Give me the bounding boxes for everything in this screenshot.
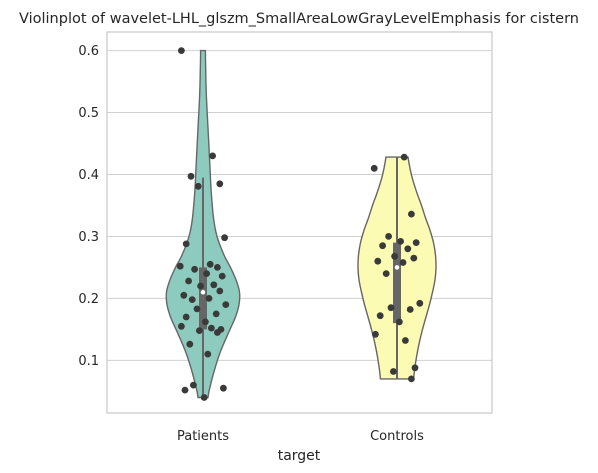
y-tick-label: 0.2 [78,292,99,307]
data-point [391,252,398,260]
x-tick-label: Controls [370,429,424,444]
data-point [376,312,384,320]
data-point [372,330,379,338]
x-tick-label: Patients [177,429,229,444]
data-point [216,180,224,188]
data-point [178,47,185,54]
plot-frame [106,31,493,414]
data-point [193,305,201,313]
data-point [410,254,418,262]
data-point [221,234,229,242]
data-point [216,287,224,295]
data-point [220,384,227,392]
x-tick-labels: Patients Controls [177,429,424,444]
chart-title: Violinplot of wavelet-LHL_glszm_SmallAre… [19,11,579,27]
data-point [382,270,390,277]
data-point [200,394,208,401]
iqr-box [199,267,207,330]
data-point [203,270,211,277]
data-point [416,299,424,307]
data-point [188,296,196,303]
data-point [196,327,203,334]
iqr-box [393,242,401,324]
y-tick-label: 0.1 [78,354,99,369]
data-point [182,313,190,321]
data-point [181,386,189,394]
data-point [408,210,415,218]
data-point [186,340,194,348]
grid-lines [106,31,493,414]
data-point [176,262,184,270]
data-point [202,318,209,326]
violins [165,47,437,401]
data-point [210,281,218,289]
y-tick-label: 0.3 [78,230,99,245]
data-point [406,306,414,313]
data-point [209,152,217,160]
data-point [180,291,188,299]
data-point [197,282,205,290]
data-point [190,381,197,389]
data-point [214,264,221,271]
data-point [400,153,408,161]
data-point [218,272,226,280]
data-point [387,304,395,312]
data-point [374,257,382,265]
data-point [208,324,215,332]
data-point [182,240,190,248]
data-point [194,182,202,190]
x-axis-label: target [278,448,321,464]
data-point [379,242,386,250]
data-point [222,301,230,308]
data-point [206,260,214,268]
data-point [396,318,403,326]
y-tick-label: 0.4 [78,168,99,183]
y-tick-label: 0.5 [78,106,99,121]
median-marker [200,289,206,295]
data-point [212,310,220,318]
data-point [402,337,409,344]
data-point [385,233,392,240]
data-point [390,368,397,375]
data-point [397,238,404,245]
data-point [370,164,378,172]
data-point [404,245,412,253]
data-point [185,277,193,285]
data-point [411,364,419,372]
y-tick-labels: 0.1 0.2 0.3 0.4 0.5 0.6 [78,44,99,369]
data-point [191,265,199,273]
data-point [408,375,415,383]
data-point [178,322,185,330]
data-point [214,329,221,336]
y-tick-label: 0.6 [78,44,99,59]
data-point [205,295,213,302]
data-point [204,350,212,358]
data-point [412,239,420,247]
data-point [187,172,195,180]
median-marker [394,265,400,270]
data-point [399,259,407,266]
